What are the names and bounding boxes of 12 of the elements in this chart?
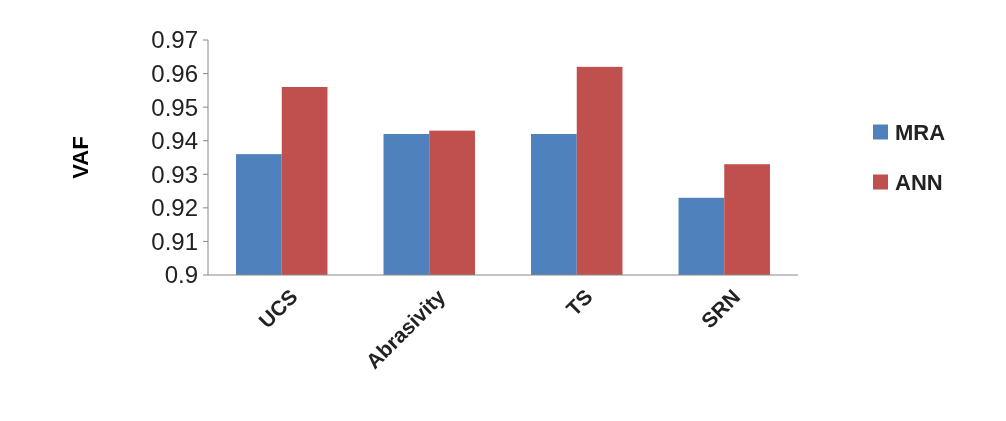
legend-label: ANN [895,170,943,196]
y-tick-label: 0.95 [151,93,198,121]
x-tick-label: TS [561,284,597,321]
y-tick-label: 0.94 [151,127,198,155]
y-tick-label: 0.93 [151,160,198,188]
y-tick-label: 0.92 [151,194,198,222]
legend-label: MRA [895,120,946,146]
y-axis-title: VAF [68,136,93,179]
y-tick-label: 0.97 [151,26,198,54]
y-tick-label: 0.9 [164,261,198,289]
y-tick-label: 0.91 [151,227,198,255]
y-tick-label: 0.96 [151,59,198,87]
